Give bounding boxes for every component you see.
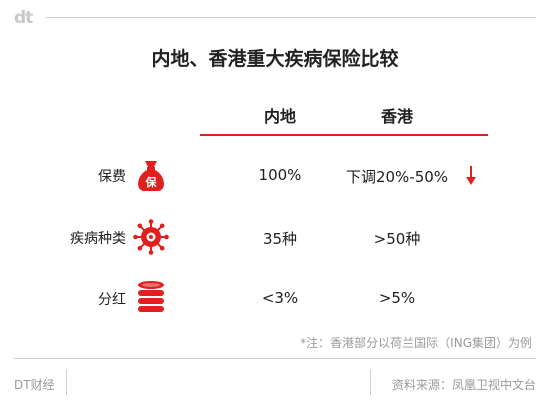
cell-dividend-hongkong: >5%: [378, 289, 416, 307]
footer-source: 资料来源：凤凰卫视中文台: [391, 378, 536, 392]
footer-divider: [14, 358, 536, 359]
top-divider: [46, 17, 536, 18]
cell-dividend-mainland: <3%: [261, 289, 299, 307]
cell-premium-mainland: 100%: [258, 166, 302, 184]
row-label-disease-types: 疾病种类: [70, 231, 126, 247]
footer-brand: DT财经: [14, 378, 55, 392]
coin-stack-icon: [138, 281, 164, 312]
cell-disease-types-hongkong: >50种: [373, 230, 421, 248]
header-underline: [200, 134, 488, 136]
row-label-dividend: 分红: [98, 292, 126, 308]
footer-separator-left: [66, 369, 67, 395]
column-header-mainland: 内地: [263, 107, 296, 126]
cell-premium-hongkong: 下调20%-50%: [345, 168, 449, 186]
money-bag-icon-label: 保: [145, 175, 158, 189]
down-arrow-icon: [466, 166, 476, 185]
column-header-hongkong: 香港: [380, 107, 413, 126]
money-bag-icon: 保: [138, 161, 164, 191]
page-title: 内地、香港重大疾病保险比较: [151, 48, 399, 70]
footnote: *注：香港部分以荷兰国际（ING集团）为例: [300, 336, 532, 350]
virus-icon: [133, 219, 169, 255]
footer-separator-right: [370, 369, 371, 395]
cell-disease-types-mainland: 35种: [262, 230, 298, 248]
row-label-premium: 保费: [98, 169, 126, 185]
dt-logo: dt: [14, 8, 33, 28]
